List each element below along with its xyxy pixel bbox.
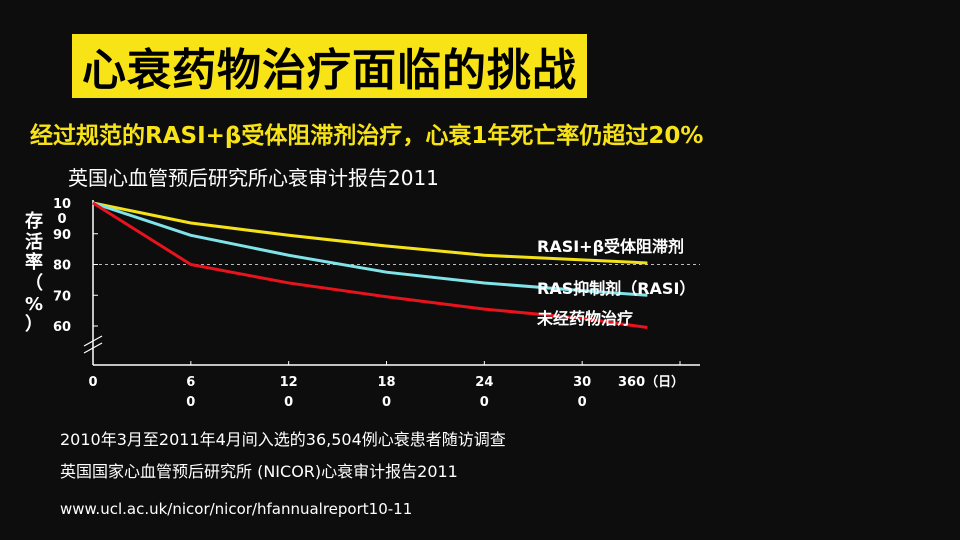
y-tick-label: 60 [53, 320, 71, 335]
series-label: 未经药物治疗 [536, 309, 633, 328]
axis-break-mark [83, 335, 103, 347]
survival-chart: 10 090 80 70 60 0 6 0 12 0 18 0 24 0 30 0 360（日） RASI+β受体… [53, 197, 700, 410]
x-tick-label: 360（日） [618, 374, 684, 390]
y-tick-label: 80 [53, 259, 71, 274]
y-axis-label-char: 率 [25, 252, 43, 274]
x-tick-label: 30 0 [573, 375, 591, 410]
y-axis-label-char: （ [25, 273, 43, 295]
y-tick-label: 70 [53, 289, 71, 304]
y-axis-label-char: ） [25, 314, 43, 336]
series-line [92, 201, 648, 297]
series-label: RAS抑制剂（RASI） [537, 279, 695, 298]
slide-subtitle: 经过规范的RASI+β受体阻滞剂治疗，心衰1年死亡率仍超过20% [30, 123, 704, 149]
x-tick-label: 12 0 [280, 375, 298, 410]
report-source: 英国心血管预后研究所心衰审计报告2011 [68, 166, 439, 190]
axis-break-mark [83, 342, 103, 354]
y-axis-label-char: 活 [25, 231, 43, 253]
y-tick-label: 90 [53, 228, 71, 243]
x-tick-label: 18 0 [377, 375, 395, 410]
series-line [92, 201, 648, 330]
study-note: 2010年3月至2011年4月间入选的36,504例心衰患者随访调查 [60, 430, 506, 449]
x-tick-label: 0 [88, 375, 97, 390]
y-axis-label-char: % [24, 293, 44, 315]
source-url: www.ucl.ac.uk/nicor/nicor/hfannualreport… [60, 500, 413, 518]
series-line [92, 201, 648, 265]
slide-title: 心衰药物治疗面临的挑战 [72, 34, 587, 98]
y-axis-label: 存活率（%） [22, 211, 46, 336]
source-note: 英国国家心血管预后研究所 (NICOR)心衰审计报告2011 [60, 462, 458, 481]
x-tick-label: 24 0 [475, 375, 493, 410]
y-tick-label: 10 0 [53, 197, 71, 227]
y-axis-label-char: 存 [25, 211, 43, 232]
series-label: RASI+β受体阻滞剂 [537, 237, 684, 256]
